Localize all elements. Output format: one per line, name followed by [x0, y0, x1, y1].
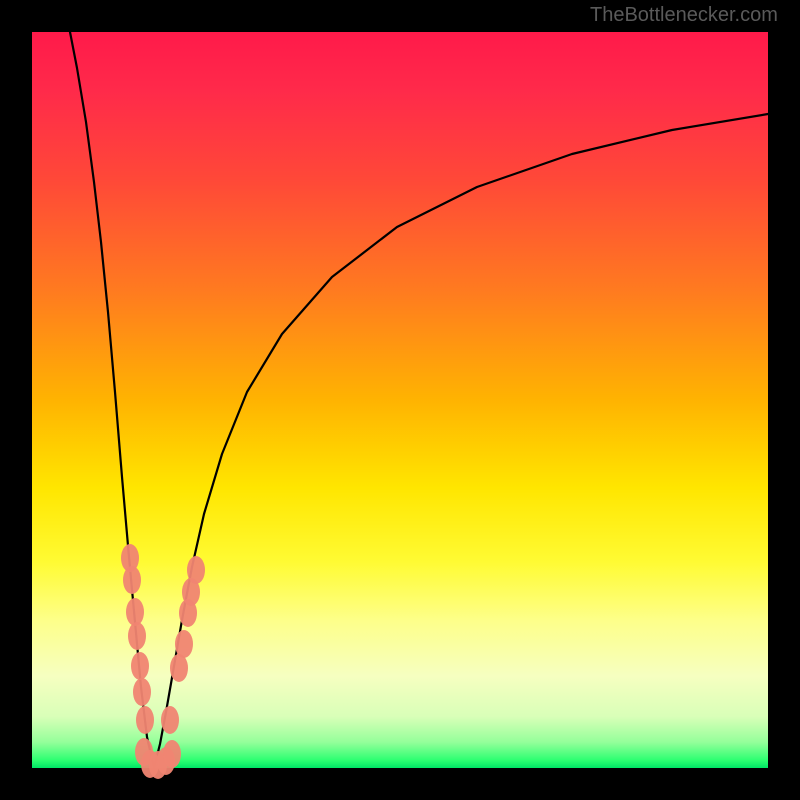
- data-marker: [163, 740, 181, 768]
- chart-svg: [0, 0, 800, 800]
- data-marker: [175, 630, 193, 658]
- data-marker: [133, 678, 151, 706]
- chart-canvas: TheBottlenecker.com: [0, 0, 800, 800]
- data-marker: [126, 598, 144, 626]
- data-marker: [136, 706, 154, 734]
- watermark-text: TheBottlenecker.com: [590, 4, 778, 27]
- plot-area: [32, 32, 768, 779]
- data-marker: [187, 556, 205, 584]
- data-marker: [123, 566, 141, 594]
- data-marker: [128, 622, 146, 650]
- data-marker: [161, 706, 179, 734]
- data-marker: [131, 652, 149, 680]
- data-marker: [170, 654, 188, 682]
